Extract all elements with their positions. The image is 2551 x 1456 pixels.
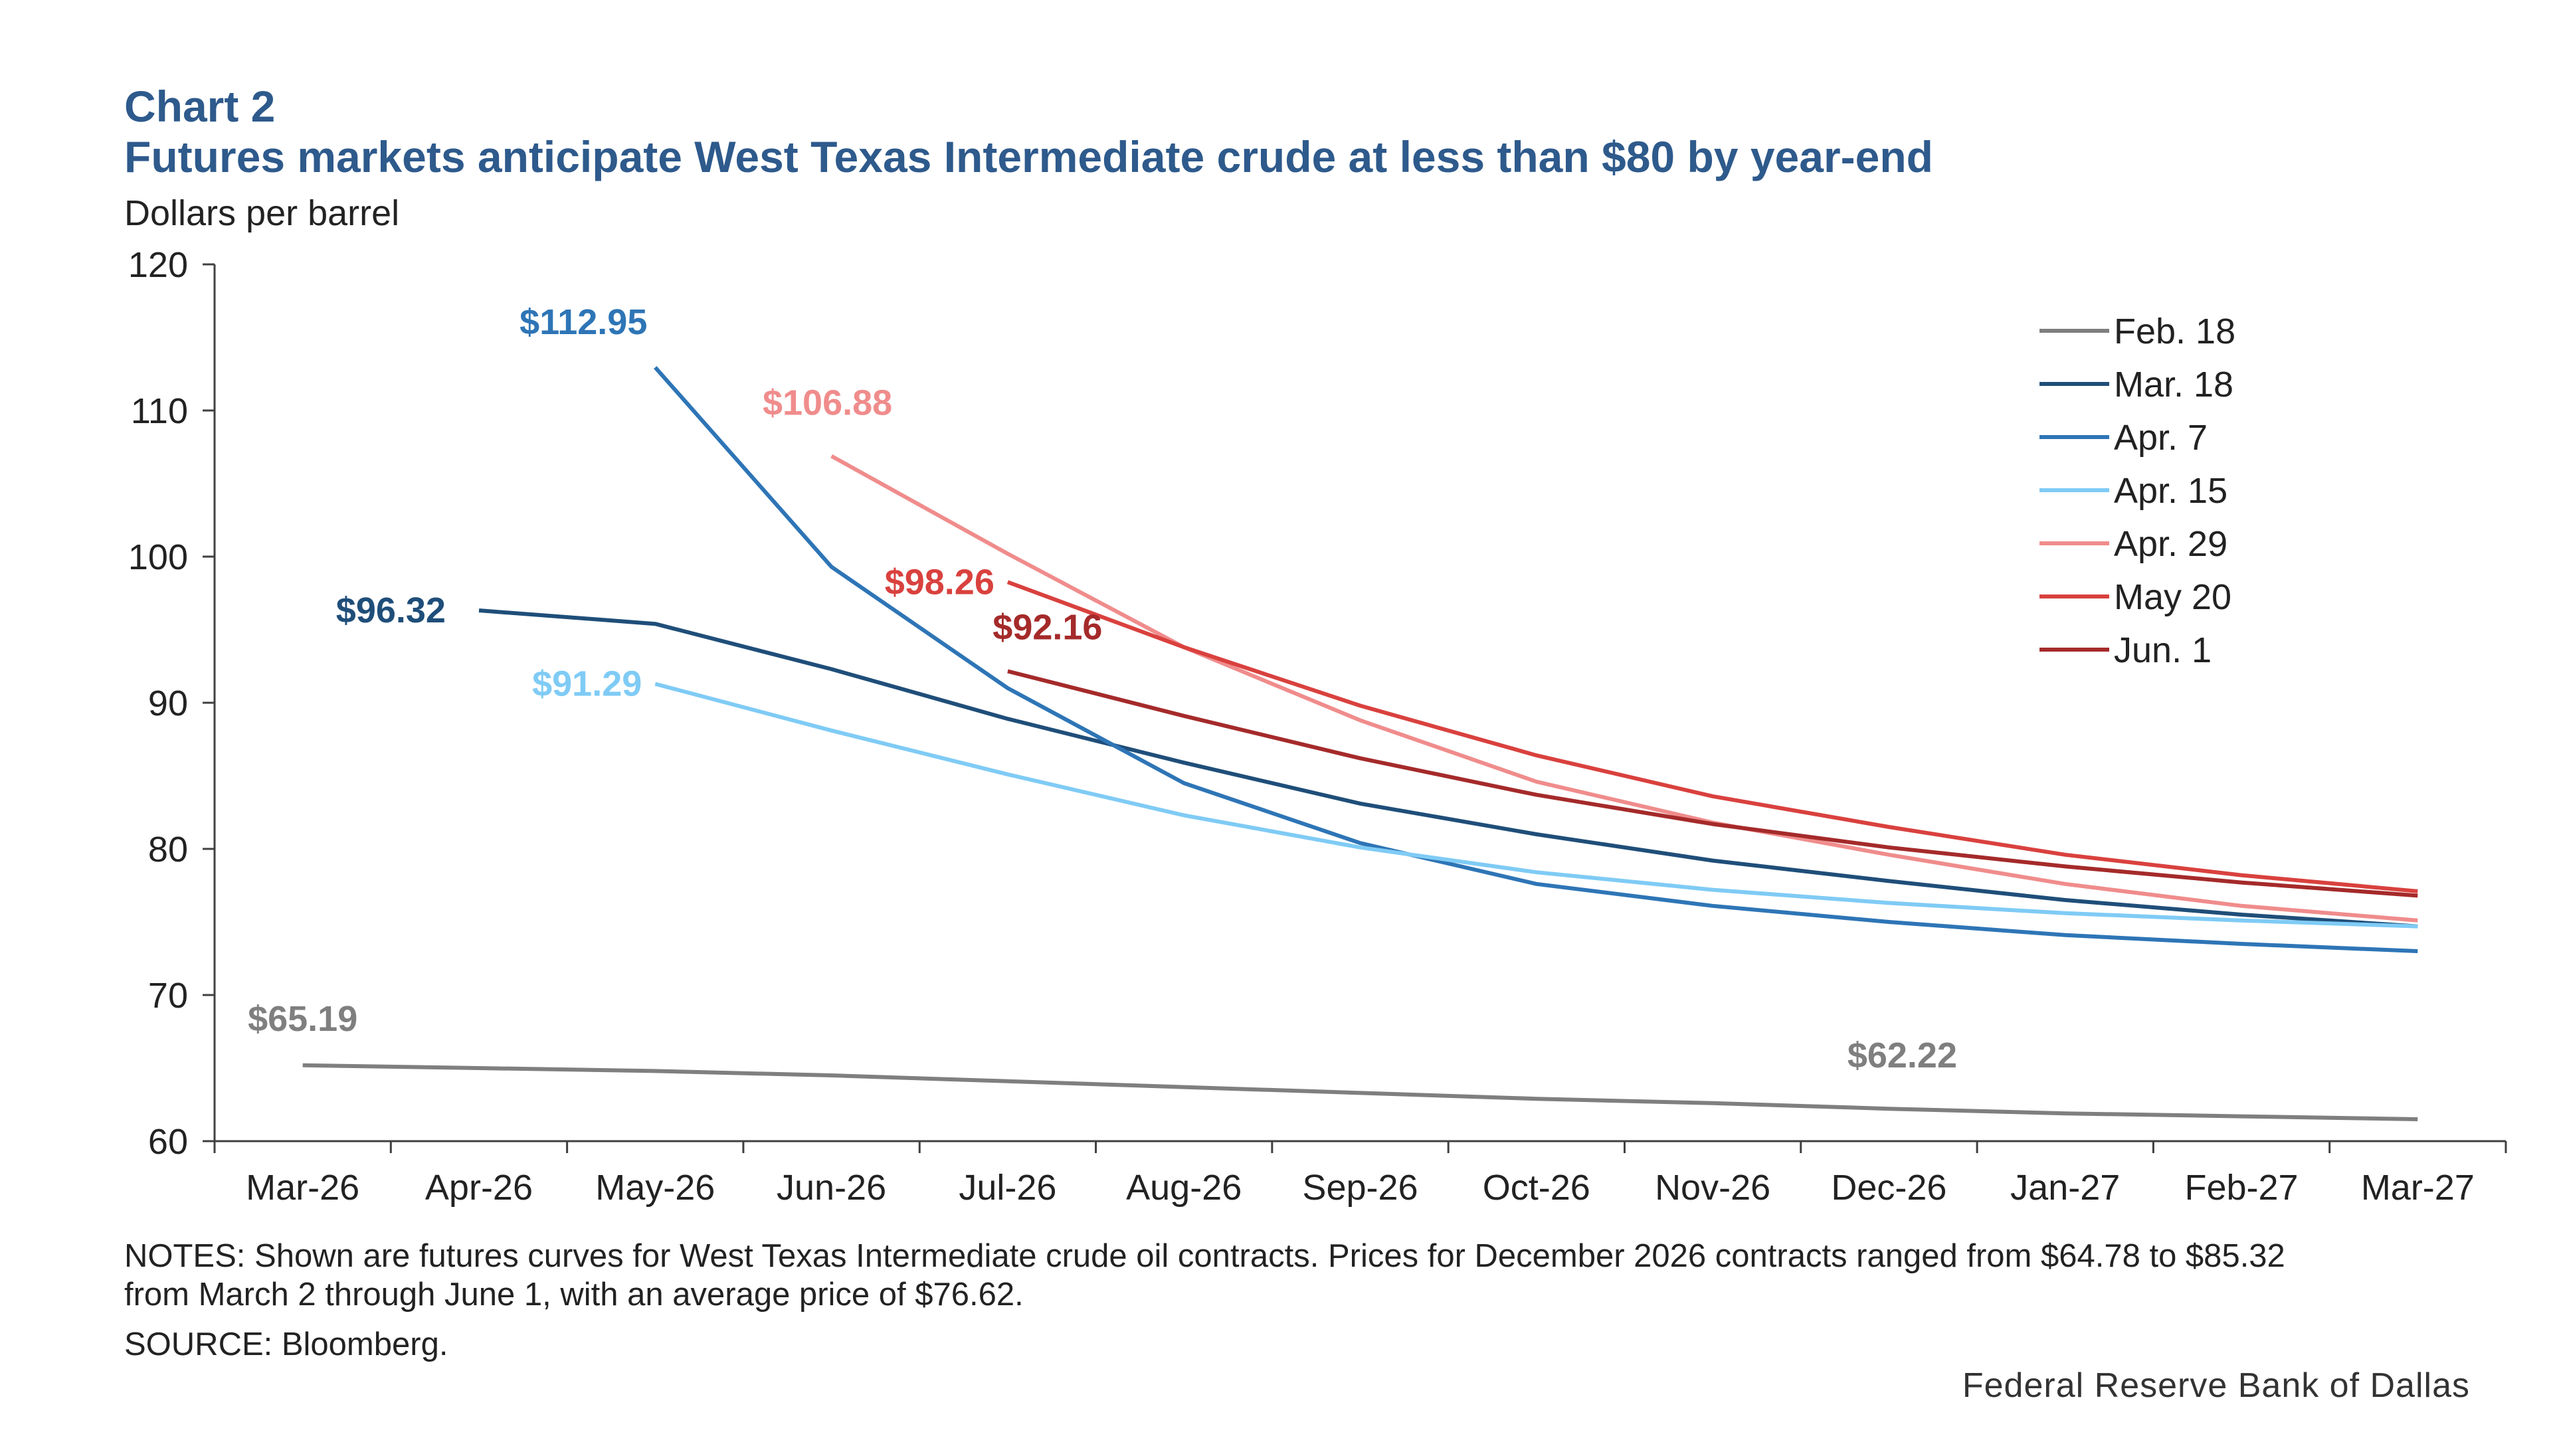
legend-label: Apr. 7 (2114, 418, 2208, 458)
y-tick-label: 110 (131, 391, 188, 431)
legend-label: Feb. 18 (2114, 312, 2235, 351)
chart-credit: Federal Reserve Bank of Dallas (1962, 1366, 2470, 1405)
y-tick-label: 120 (128, 245, 188, 285)
data-label: $65.19 (248, 999, 357, 1039)
data-label: $91.29 (532, 664, 642, 704)
series-line-mar-18 (478, 608, 2418, 929)
y-axis-unit-label: Dollars per barrel (124, 193, 400, 233)
legend-label: May 20 (2114, 577, 2231, 617)
x-tick-label: Dec-26 (1831, 1168, 1946, 1208)
y-tick-label: 60 (148, 1122, 188, 1162)
x-tick-label: Nov-26 (1655, 1168, 1770, 1208)
x-tick-label: Mar-26 (246, 1168, 359, 1208)
notes-line-1: NOTES: Shown are futures curves for West… (124, 1238, 2285, 1274)
chart-legend: Feb. 18 Mar. 18 Apr. 7 Apr. 15 Apr. 29 May 20… (2039, 312, 2235, 670)
legend-label: Mar. 18 (2114, 365, 2233, 405)
series-line-may-20 (1006, 580, 2418, 893)
chart-subtitle: Futures markets anticipate West Texas In… (124, 132, 1933, 181)
y-tick-label: 70 (148, 976, 188, 1016)
data-label: $96.32 (336, 591, 446, 630)
x-tick-label: Jul-26 (959, 1168, 1056, 1208)
chart-notes: NOTES: Shown are futures curves for West… (124, 1237, 2285, 1314)
x-tick-label: Feb-27 (2184, 1168, 2298, 1208)
x-tick-label: May-26 (595, 1168, 715, 1208)
legend-label: Jun. 1 (2114, 630, 2212, 670)
notes-line-2: from March 2 through June 1, with an ave… (124, 1277, 1024, 1313)
series-line-apr-7 (654, 366, 2418, 953)
series-line-apr-29 (830, 454, 2418, 923)
chart-title: Chart 2 (124, 82, 276, 131)
series-line-jun-1 (1007, 669, 2418, 898)
data-label: $92.16 (992, 607, 1102, 647)
data-label: $112.95 (520, 302, 647, 342)
legend-label: Apr. 15 (2114, 471, 2227, 511)
y-tick-label: 100 (128, 537, 188, 577)
chart-source: SOURCE: Bloomberg. (124, 1326, 448, 1362)
y-tick-label: 90 (148, 683, 188, 723)
x-tick-label: Jan-27 (2010, 1168, 2120, 1208)
series-line-feb-18 (302, 1063, 2418, 1121)
series-line-apr-15 (654, 682, 2418, 929)
data-label: $106.88 (763, 383, 892, 423)
y-tick-label: 80 (148, 830, 188, 869)
x-tick-label: Jun-26 (777, 1168, 886, 1208)
x-tick-label: Sep-26 (1302, 1168, 1418, 1208)
legend-label: Apr. 29 (2114, 524, 2227, 564)
x-tick-label: Mar-27 (2361, 1168, 2475, 1208)
x-tick-label: Apr-26 (425, 1168, 533, 1208)
x-tick-label: Oct-26 (1483, 1168, 1590, 1208)
data-label: $98.26 (885, 562, 994, 602)
x-tick-label: Aug-26 (1126, 1168, 1242, 1208)
data-label: $62.22 (1847, 1036, 1957, 1075)
